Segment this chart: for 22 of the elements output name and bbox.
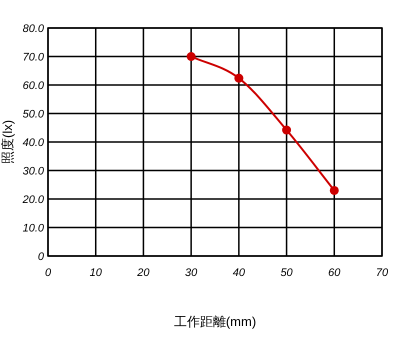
y-tick-label: 80.0 xyxy=(22,23,45,35)
y-tick-label: 50.0 xyxy=(22,108,45,120)
point xyxy=(186,52,196,61)
x-tick-label: 60 xyxy=(328,267,342,279)
x-tick-label: 70 xyxy=(376,267,389,279)
y-tick-label: 60.0 xyxy=(22,80,45,92)
x-tick-label: 30 xyxy=(185,267,198,279)
point xyxy=(234,74,244,83)
y-tick-label: 0 xyxy=(38,251,45,263)
y-tick-label: 20.0 xyxy=(22,194,45,206)
point xyxy=(282,126,292,135)
y-tick-label: 70.0 xyxy=(22,52,45,64)
y-tick-label: 30.0 xyxy=(22,166,45,178)
x-tick-label: 10 xyxy=(90,267,103,279)
y-tick-label: 40.0 xyxy=(22,137,45,149)
x-tick-label: 40 xyxy=(232,267,246,279)
y-tick-label: 10.0 xyxy=(22,222,45,234)
x-tick-label: 20 xyxy=(136,267,150,279)
point xyxy=(330,186,339,195)
y-axis-title: 照度(lx) xyxy=(0,120,15,164)
x-axis-title: 工作距離(mm) xyxy=(174,314,256,329)
x-tick-label: 50 xyxy=(280,267,294,279)
